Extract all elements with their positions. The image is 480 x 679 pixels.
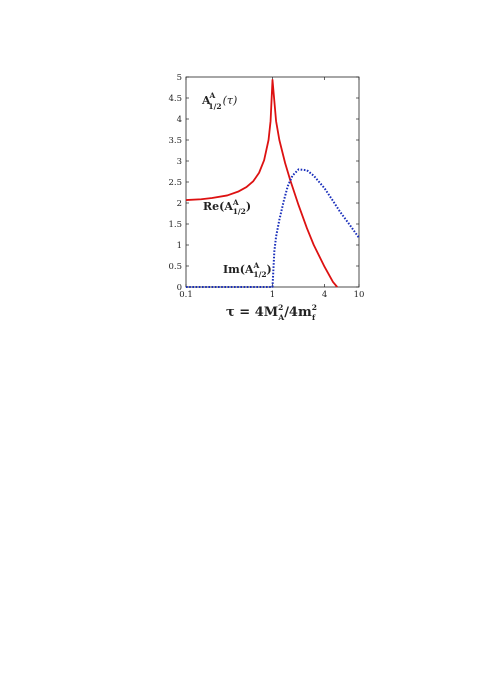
x-tick-label: 4 — [322, 290, 327, 300]
im-suffix: ) — [267, 263, 272, 276]
y-tick-label: 3.5 — [168, 136, 182, 146]
xlabel-sub1: A — [277, 313, 284, 322]
y-tick-label: 5 — [177, 73, 182, 83]
y-tick-label: 3 — [177, 157, 182, 167]
y-tick-label: 4.5 — [168, 94, 182, 104]
title-superscript: A — [209, 91, 216, 100]
re-annotation: Re(AA 1/2) — [203, 198, 251, 216]
x-tick-label: 1 — [270, 290, 275, 300]
y-tick-label: 1.5 — [168, 220, 182, 230]
series-line-re — [185, 79, 338, 288]
y-tick-label: 2.5 — [168, 178, 182, 188]
re-superscript: A — [232, 198, 239, 207]
im-subscript: 1/2 — [253, 270, 266, 279]
y-axis-ticks: 0 0.5 1 1.5 2 2.5 3 3.5 4 4.5 5 — [168, 73, 359, 293]
im-superscript: A — [253, 261, 260, 270]
y-tick-label: 0.5 — [168, 262, 182, 272]
x-tick-label: 10 — [354, 290, 365, 300]
xlabel-prefix: τ = 4M — [226, 305, 278, 320]
title-argument: (τ) — [223, 94, 238, 107]
series-line-im — [186, 168, 360, 288]
re-subscript: 1/2 — [233, 207, 246, 216]
title-subscript: 1/2 — [208, 102, 221, 111]
im-annotation: Im(AA 1/2) — [223, 261, 272, 279]
title-main: A — [201, 94, 211, 107]
re-prefix: Re(A — [203, 200, 233, 213]
y-tick-label: 2 — [177, 199, 182, 209]
xlabel-sub2: f — [312, 313, 316, 322]
x-tick-label: 0.1 — [179, 290, 193, 300]
xlabel-mid: /4m — [284, 305, 312, 320]
y-tick-label: 1 — [177, 241, 182, 251]
y-tick-label: 0 — [177, 283, 182, 293]
re-suffix: ) — [246, 200, 251, 213]
x-axis-label: τ = 4M2 A/4m2 f — [226, 303, 317, 322]
im-prefix: Im(A — [223, 263, 254, 276]
chart-title: AA 1/2(τ) — [201, 91, 237, 111]
series-layer — [185, 79, 360, 288]
y-tick-label: 4 — [177, 115, 182, 125]
xlabel-sup1: 2 — [278, 303, 283, 312]
xlabel-sup2: 2 — [312, 303, 317, 312]
